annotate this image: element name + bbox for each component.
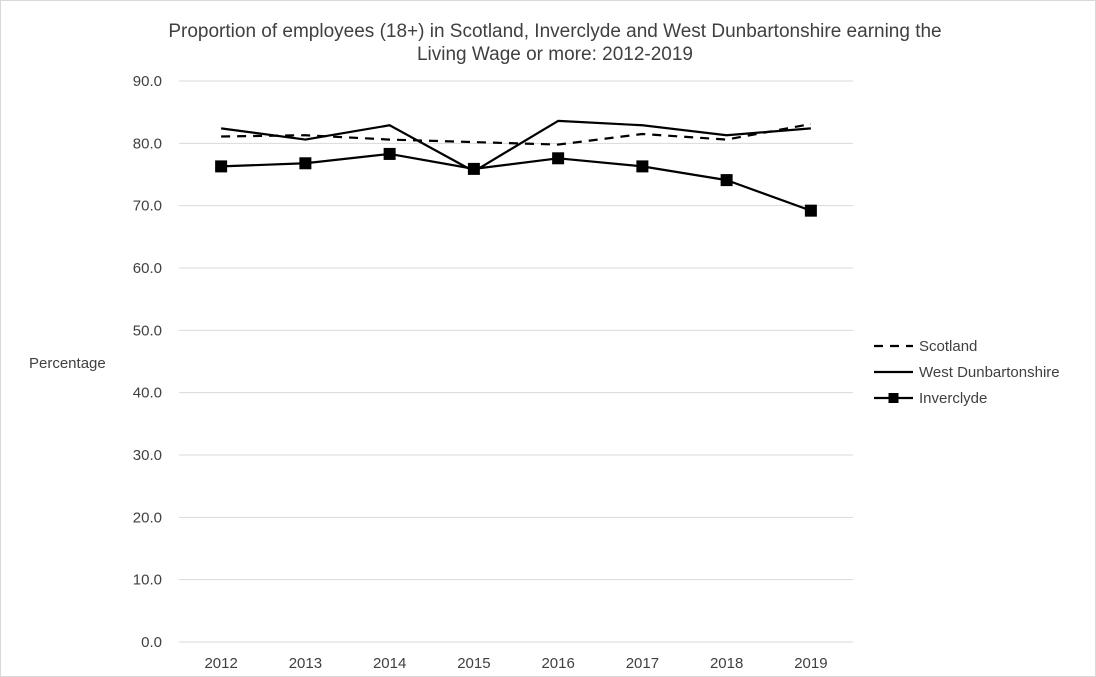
data-point-marker [299, 157, 312, 170]
x-tick-label: 2019 [794, 655, 827, 672]
y-axis-ticks: 0.0 10.0 20.0 30.0 40.0 50.0 60.0 70.0 80.0 90.0 [133, 73, 162, 651]
legend-item: West Dunbartonshire [874, 364, 1060, 381]
data-point-marker [383, 147, 396, 160]
y-tick-label: 10.0 [133, 572, 162, 589]
y-tick-label: 40.0 [133, 385, 162, 402]
chart-title-line-1: Proportion of employees (18+) in Scotlan… [168, 21, 941, 42]
x-tick-label: 2013 [289, 655, 322, 672]
series-line-scotland [221, 122, 812, 146]
series-line-inverclyde [221, 152, 812, 212]
x-tick-label: 2015 [457, 655, 490, 672]
chart-title-line-2: Living Wage or more: 2012-2019 [417, 44, 693, 65]
data-point-marker [467, 162, 480, 175]
legend-marker [888, 393, 899, 403]
y-tick-label: 0.0 [141, 634, 162, 651]
y-tick-label: 50.0 [133, 322, 162, 339]
y-tick-label: 20.0 [133, 509, 162, 526]
data-point-marker [804, 204, 817, 217]
legend-label: West Dunbartonshire [919, 364, 1060, 381]
y-axis-label: Percentage [29, 355, 106, 372]
x-axis-ticks: 2012 2013 2014 2015 2016 2017 2018 2019 [204, 655, 827, 672]
legend: Scotland West Dunbartonshire Inverclyde [874, 338, 1060, 407]
series-lines [215, 119, 817, 217]
x-tick-label: 2016 [541, 655, 574, 672]
data-point-marker [215, 160, 228, 173]
x-tick-label: 2017 [626, 655, 659, 672]
x-tick-label: 2012 [204, 655, 237, 672]
x-tick-label: 2014 [373, 655, 406, 672]
data-point-marker [636, 160, 649, 173]
legend-item: Scotland [874, 338, 977, 355]
legend-label: Scotland [919, 338, 977, 355]
series-line-west-dunbartonshire [220, 119, 811, 173]
y-tick-label: 90.0 [133, 73, 162, 90]
y-tick-label: 60.0 [133, 260, 162, 277]
x-tick-label: 2018 [710, 655, 743, 672]
data-point-marker [552, 152, 565, 165]
y-tick-label: 30.0 [133, 447, 162, 464]
data-point-marker [720, 174, 733, 187]
y-tick-label: 70.0 [133, 198, 162, 215]
legend-item: Inverclyde [874, 390, 987, 407]
legend-label: Inverclyde [919, 390, 987, 407]
y-tick-label: 80.0 [133, 135, 162, 152]
